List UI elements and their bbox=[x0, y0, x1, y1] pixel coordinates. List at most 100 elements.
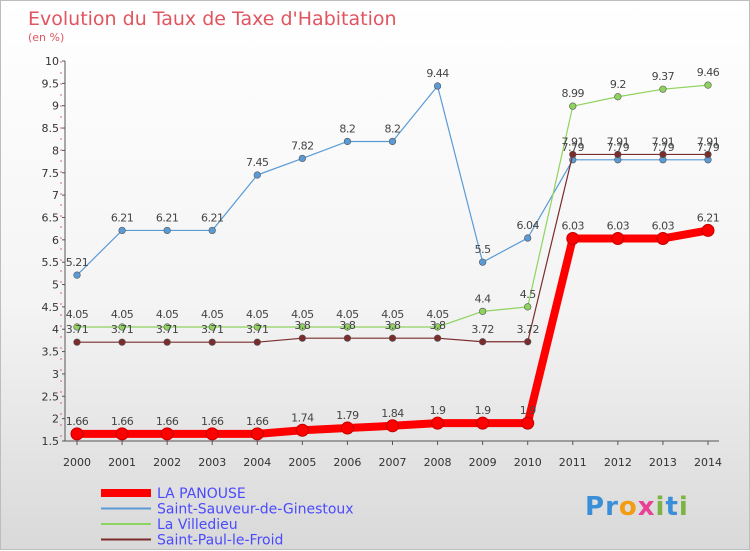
data-label: 4.05 bbox=[66, 308, 89, 321]
logo-letter: x bbox=[637, 492, 656, 522]
data-point bbox=[614, 93, 622, 101]
data-point bbox=[566, 231, 580, 245]
data-point bbox=[343, 137, 352, 146]
y-tick-label: 7.5 bbox=[42, 167, 60, 180]
y-tick-label: 8 bbox=[52, 144, 59, 157]
x-tick-label: 2012 bbox=[604, 456, 632, 469]
x-tick-label: 2009 bbox=[469, 456, 497, 469]
x-tick-label: 2005 bbox=[288, 456, 316, 469]
data-point bbox=[73, 271, 81, 279]
y-tick-label: 7 bbox=[52, 189, 59, 202]
data-point bbox=[163, 338, 171, 346]
data-point bbox=[704, 81, 712, 89]
data-point bbox=[118, 338, 126, 346]
data-label: 9.46 bbox=[697, 66, 720, 79]
data-point bbox=[611, 231, 625, 245]
data-point bbox=[433, 323, 442, 331]
data-point bbox=[253, 171, 261, 179]
data-label: 5.5 bbox=[475, 243, 491, 256]
y-tick-label: 9 bbox=[52, 100, 59, 113]
x-tick-label: 2010 bbox=[514, 456, 542, 469]
axes: 1.5 2 2.5 3 3.5 4 4.5 5 5.5 6 6.5 7 7.5 8 8.5 9 9.5 10 200… bbox=[42, 55, 723, 469]
data-label: 8.2 bbox=[339, 122, 355, 135]
data-label: 4.4 bbox=[475, 292, 491, 305]
data-point bbox=[208, 323, 216, 331]
data-point bbox=[569, 150, 577, 159]
data-label: 9.44 bbox=[426, 67, 449, 80]
data-label: 7.79 bbox=[697, 141, 720, 154]
data-label: 3.71 bbox=[66, 323, 89, 336]
data-label: 3.8 bbox=[294, 319, 310, 332]
x-tick-label: 2011 bbox=[559, 456, 587, 469]
data-label: 3.72 bbox=[516, 323, 539, 336]
data-point bbox=[340, 421, 354, 435]
data-label: 6.21 bbox=[697, 211, 720, 224]
data-point bbox=[431, 416, 445, 430]
data-point bbox=[704, 150, 712, 159]
data-point bbox=[433, 82, 442, 90]
data-label: 3.8 bbox=[339, 319, 355, 332]
logo-letter: t bbox=[665, 492, 679, 522]
data-label: 7.45 bbox=[246, 156, 269, 169]
data-point bbox=[295, 423, 309, 437]
data-label: 6.03 bbox=[562, 219, 585, 232]
data-point bbox=[253, 323, 261, 331]
data-label: 3.71 bbox=[156, 323, 179, 336]
data-label: 6.21 bbox=[156, 211, 179, 224]
data-point bbox=[70, 427, 84, 441]
y-tick-label: 4.5 bbox=[42, 301, 60, 314]
series-line bbox=[76, 85, 709, 276]
x-tick-label: 2008 bbox=[424, 456, 452, 469]
data-point bbox=[115, 427, 129, 441]
data-point bbox=[476, 416, 490, 430]
data-label: 3.71 bbox=[246, 323, 269, 336]
x-tick-label: 2006 bbox=[333, 456, 361, 469]
legend-label: Saint-Sauveur-de-Ginestoux bbox=[157, 502, 354, 518]
data-point bbox=[524, 234, 532, 242]
logo-letter: o bbox=[618, 492, 638, 522]
data-label: 4.05 bbox=[381, 308, 404, 321]
x-tick-label: 2000 bbox=[63, 456, 91, 469]
data-label: 6.04 bbox=[516, 219, 539, 232]
data-point bbox=[253, 338, 261, 346]
data-point bbox=[208, 338, 216, 346]
y-tick-label: 10 bbox=[45, 55, 59, 68]
chart-title: Evolution du Taux de Taxe d'Habitation bbox=[28, 8, 397, 30]
data-label: 4.5 bbox=[520, 288, 536, 301]
data-point bbox=[524, 338, 532, 346]
data-label: 8.99 bbox=[562, 87, 585, 100]
data-point bbox=[118, 226, 126, 235]
data-label: 7.91 bbox=[697, 135, 720, 148]
y-tick-label: 5.5 bbox=[42, 256, 60, 269]
data-point bbox=[521, 416, 535, 430]
y-tick-label: 8.5 bbox=[42, 122, 60, 135]
data-point bbox=[388, 137, 397, 146]
data-label: 7.79 bbox=[562, 141, 585, 154]
y-tick-label: 2.5 bbox=[42, 390, 60, 403]
logo-letter: r bbox=[605, 492, 619, 522]
data-label: 1.9 bbox=[520, 404, 536, 417]
data-point bbox=[118, 323, 126, 331]
y-tick-label: 3.5 bbox=[42, 346, 60, 359]
data-label: 7.79 bbox=[652, 141, 675, 154]
data-label: 3.71 bbox=[111, 323, 134, 336]
data-label: 1.66 bbox=[246, 415, 269, 428]
data-label: 6.21 bbox=[201, 211, 224, 224]
y-tick-label: 3 bbox=[52, 368, 59, 381]
x-tick-label: 2001 bbox=[108, 456, 136, 469]
data-point bbox=[386, 419, 399, 433]
data-point bbox=[479, 258, 487, 266]
x-tick-label: 2003 bbox=[198, 456, 226, 469]
data-point bbox=[524, 303, 532, 311]
data-point bbox=[388, 334, 397, 342]
logo-letter: P bbox=[585, 492, 606, 522]
x-tick-label: 2013 bbox=[649, 456, 677, 469]
y-tick-label: 4 bbox=[52, 323, 59, 336]
x-tick-label: 2007 bbox=[379, 456, 407, 469]
data-label: 3.8 bbox=[430, 319, 446, 332]
data-point bbox=[659, 85, 667, 93]
data-point bbox=[343, 334, 352, 342]
